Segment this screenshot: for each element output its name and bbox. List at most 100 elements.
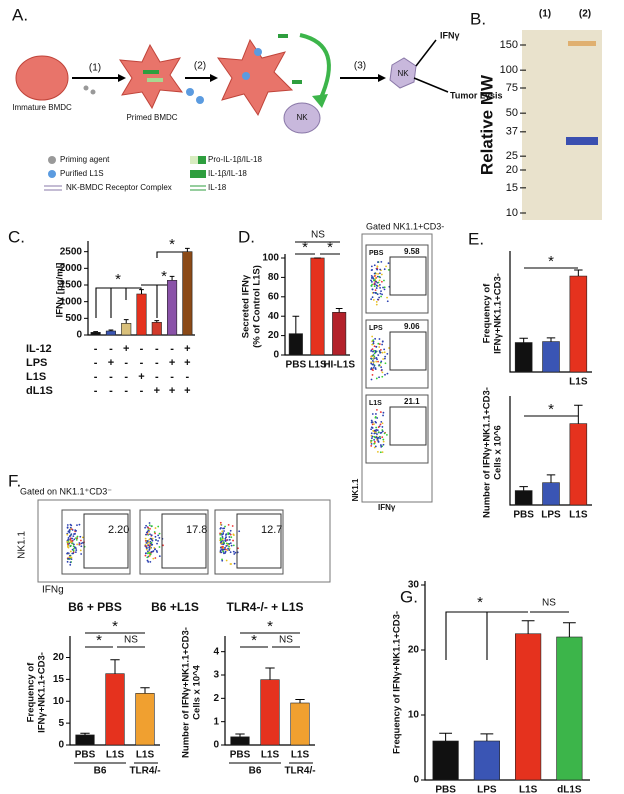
dot [222, 543, 225, 546]
dot [146, 550, 149, 553]
error-bar [439, 732, 453, 741]
dot [383, 279, 385, 282]
error-bar [235, 733, 245, 737]
dot [78, 543, 81, 546]
dot [386, 372, 389, 375]
error-bar [154, 320, 160, 323]
gate [389, 256, 427, 296]
dot [374, 337, 377, 340]
panel-letter: F. [8, 471, 21, 490]
dot [372, 299, 375, 301]
dot [380, 260, 383, 263]
error-bar [265, 667, 275, 680]
dot [153, 531, 156, 533]
y-axis-label: Frequency of IFNγ+NK1.1+CD3- [392, 611, 403, 754]
flow-plot [214, 509, 284, 575]
gate-percentage: 2.20 [108, 524, 129, 536]
legend-icon [190, 156, 198, 164]
bar [151, 322, 162, 336]
icon [278, 34, 288, 38]
dot [370, 439, 373, 442]
dot [373, 365, 376, 367]
dot [67, 557, 70, 560]
y-tick-label: 15 [53, 674, 65, 685]
sample-label: LPS [369, 325, 383, 332]
dot [370, 426, 373, 429]
dot [370, 445, 373, 447]
condition-sign: - [124, 357, 128, 369]
condition-sign: + [184, 357, 190, 369]
dot [373, 275, 376, 277]
bar [136, 293, 147, 336]
dot [377, 261, 379, 263]
dot [378, 275, 381, 278]
dot [224, 525, 226, 528]
dot [225, 542, 228, 545]
panel-letter: B. [470, 9, 486, 28]
y-tick-label: 20 [53, 652, 65, 663]
dot [153, 546, 156, 549]
dot [147, 526, 150, 529]
bar [556, 636, 583, 781]
dot [384, 373, 386, 376]
dot [376, 429, 379, 432]
dot [221, 559, 224, 562]
group-label: TLR4/- [129, 766, 160, 777]
dot [378, 296, 381, 299]
dot [380, 295, 382, 298]
dot [380, 445, 383, 448]
dot [158, 532, 161, 535]
dot [378, 350, 381, 352]
error-bar [519, 337, 528, 343]
dot [150, 538, 153, 541]
icon [83, 85, 89, 91]
y-axis-label: IFNγ+NK1.1+CD3- [37, 652, 48, 733]
significance-label: * [251, 632, 257, 649]
dot [221, 546, 224, 548]
dot [225, 533, 228, 536]
y-tick-label: 1500 [60, 280, 83, 291]
dot [69, 554, 71, 557]
x-tick-label: PBS [230, 750, 251, 761]
dot [144, 539, 147, 542]
dot [69, 544, 72, 547]
y-axis-label: Cells x 10^6 [493, 425, 504, 480]
legend-icon [190, 170, 206, 178]
dot [238, 530, 241, 533]
dot [157, 525, 160, 528]
dot [149, 547, 152, 550]
error-bar [521, 620, 535, 634]
dot [381, 430, 384, 433]
condition-sign: + [154, 385, 160, 397]
dot [69, 556, 71, 558]
dot [373, 285, 376, 288]
error-bar [123, 319, 129, 324]
gate-percentage: 17.8 [186, 524, 207, 536]
dot [375, 284, 378, 287]
x-tick-label: PBS [75, 750, 96, 761]
dot [224, 548, 227, 551]
dot [370, 419, 373, 422]
icon [186, 88, 194, 96]
condition-label: IL-12 [26, 343, 52, 355]
condition-sign: - [170, 343, 174, 355]
dot [146, 540, 149, 542]
bar [167, 280, 178, 336]
dot [144, 526, 146, 529]
x-tick-label: LPS [477, 785, 497, 794]
condition-sign: + [108, 357, 114, 369]
dot [374, 415, 377, 418]
bar [514, 490, 533, 506]
dot [228, 532, 231, 535]
mw-label: 20 [506, 164, 518, 176]
panel-letter: D. [238, 227, 255, 246]
dot [73, 533, 75, 535]
dot [146, 556, 149, 559]
dot [154, 548, 156, 551]
dot [78, 523, 81, 526]
bracket [240, 632, 300, 648]
dot [380, 366, 383, 369]
dot [148, 555, 151, 558]
dot [220, 540, 223, 543]
dot [222, 533, 224, 535]
